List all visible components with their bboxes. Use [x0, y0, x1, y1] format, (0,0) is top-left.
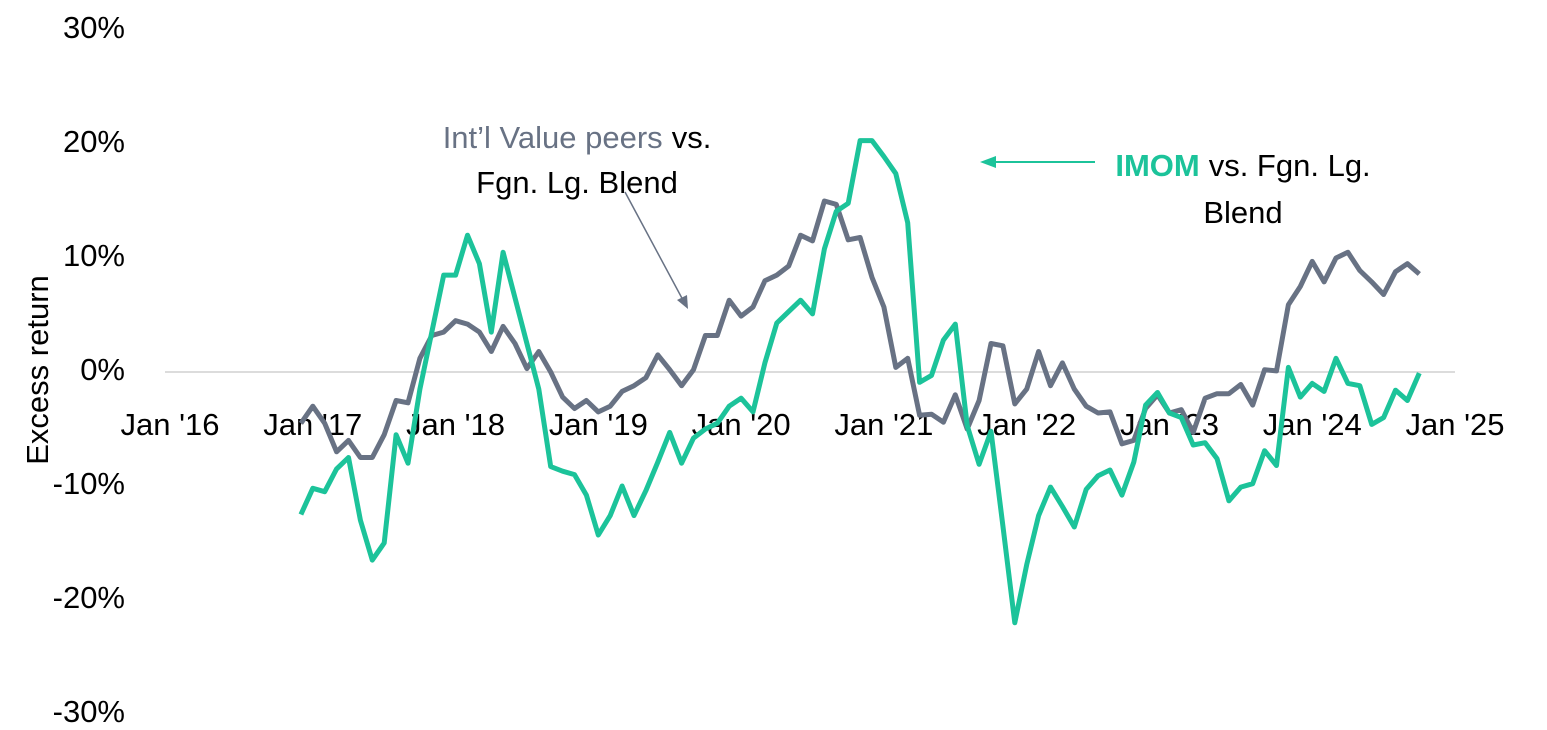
y-tick-label: 0%	[80, 352, 125, 387]
x-tick-label: Jan '18	[406, 407, 505, 442]
annotation-text: vs.	[672, 120, 712, 155]
annotation-text: Fgn. Lg. Blend	[476, 165, 678, 200]
annotation: Blend	[1203, 195, 1282, 230]
annotation-text: Blend	[1203, 195, 1282, 230]
annotation: IMOM vs. Fgn. Lg.	[1115, 148, 1370, 183]
x-tick-label: Jan '20	[692, 407, 791, 442]
annotation-text: Int’l Value peers	[443, 120, 663, 155]
y-tick-label: 30%	[63, 10, 125, 45]
series-line	[298, 198, 1421, 460]
y-tick-label: 10%	[63, 238, 125, 273]
y-tick-label: -20%	[53, 580, 125, 615]
arrowhead	[677, 295, 688, 309]
y-tick-label: -30%	[53, 694, 125, 729]
annotation-text: IMOM	[1115, 148, 1199, 183]
x-tick-label: Jan '16	[121, 407, 220, 442]
annotation: Int’l Value peers vs.	[443, 120, 712, 155]
y-tick-label: 20%	[63, 124, 125, 159]
annotation-arrow	[624, 191, 685, 303]
series-line	[298, 138, 1422, 626]
annotation: Fgn. Lg. Blend	[476, 165, 678, 200]
annotation-text: vs. Fgn. Lg.	[1209, 148, 1371, 183]
y-tick-label: -10%	[53, 466, 125, 501]
x-tick-label: Jan '17	[263, 407, 362, 442]
arrowhead	[980, 156, 996, 168]
y-axis-label: Excess return	[20, 275, 55, 465]
x-tick-label: Jan '25	[1406, 407, 1505, 442]
